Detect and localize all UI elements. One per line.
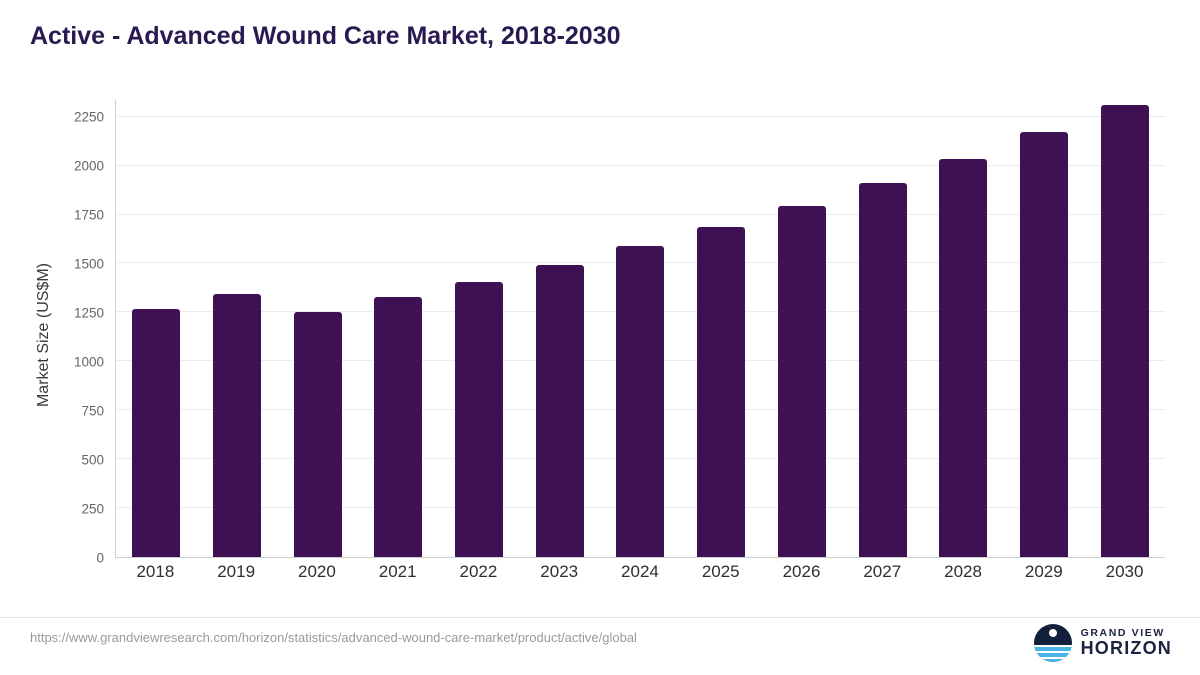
logo-brand-line2: HORIZON: [1080, 638, 1172, 659]
x-axis-label: 2021: [378, 562, 417, 581]
gridline: [116, 164, 1165, 166]
y-tick-label: 1000: [73, 354, 104, 370]
bar-2019: [213, 293, 262, 557]
x-axis-label: 2029: [1024, 562, 1063, 581]
y-tick-label: 1500: [73, 256, 104, 272]
logo-brand-line1: GRAND VIEW: [1080, 627, 1165, 640]
y-axis-ticks: 0 250 500 750 1000 1250 1500 1750 2000 2250: [0, 100, 104, 565]
bar-2029: [1019, 132, 1068, 557]
y-tick-label: 2000: [73, 158, 104, 174]
bar-2027: [858, 183, 907, 557]
x-axis-label: 2027: [863, 562, 902, 581]
bar-2021: [374, 296, 423, 557]
logo-waves: [1033, 645, 1072, 662]
x-axis-label: 2018: [136, 562, 175, 581]
y-tick-label: 500: [81, 452, 104, 468]
bar-2028: [939, 158, 988, 557]
x-axis-labels: 2018 2019 2020 2021 2022 2023 2024 2025 2026 2027…: [115, 562, 1165, 582]
gridline: [116, 115, 1165, 117]
x-axis-label: 2028: [944, 562, 982, 581]
y-tick-label: 0: [96, 550, 104, 566]
bar-2025: [697, 227, 746, 557]
bar-2018: [132, 309, 181, 557]
source-url: https://www.grandviewresearch.com/horizo…: [30, 630, 637, 645]
bar-2026: [777, 205, 826, 557]
x-axis-label: 2019: [217, 562, 256, 581]
x-axis-label: 2023: [540, 562, 579, 581]
y-tick-label: 1750: [73, 207, 104, 223]
y-tick-label: 250: [81, 501, 104, 517]
x-axis-label: 2024: [621, 562, 659, 581]
x-axis-label: 2026: [782, 562, 821, 581]
bar-series: [116, 100, 1165, 557]
chart-title: Active - Advanced Wound Care Market, 201…: [30, 22, 621, 50]
x-axis-label: 2025: [701, 562, 740, 581]
y-tick-label: 2250: [73, 109, 104, 125]
logo-sun-dot: [1048, 629, 1057, 637]
bar-2030: [1100, 104, 1149, 557]
x-axis-label: 2030: [1105, 562, 1144, 581]
bar-2022: [455, 282, 504, 557]
grand-view-horizon-logo: GRAND VIEW HORIZON: [1033, 624, 1172, 662]
logo-text: GRAND VIEW HORIZON: [1081, 628, 1172, 658]
footer-divider: [0, 617, 1200, 618]
x-axis-label: 2022: [459, 562, 498, 581]
bar-2024: [616, 245, 665, 557]
gridline: [116, 213, 1165, 215]
bar-2020: [293, 312, 342, 557]
horizon-logo-icon: [1033, 624, 1072, 662]
bar-2023: [535, 265, 584, 557]
plot-area: [115, 100, 1165, 558]
y-tick-label: 1250: [73, 305, 104, 321]
x-axis-label: 2020: [297, 562, 336, 581]
y-tick-label: 750: [81, 403, 104, 419]
